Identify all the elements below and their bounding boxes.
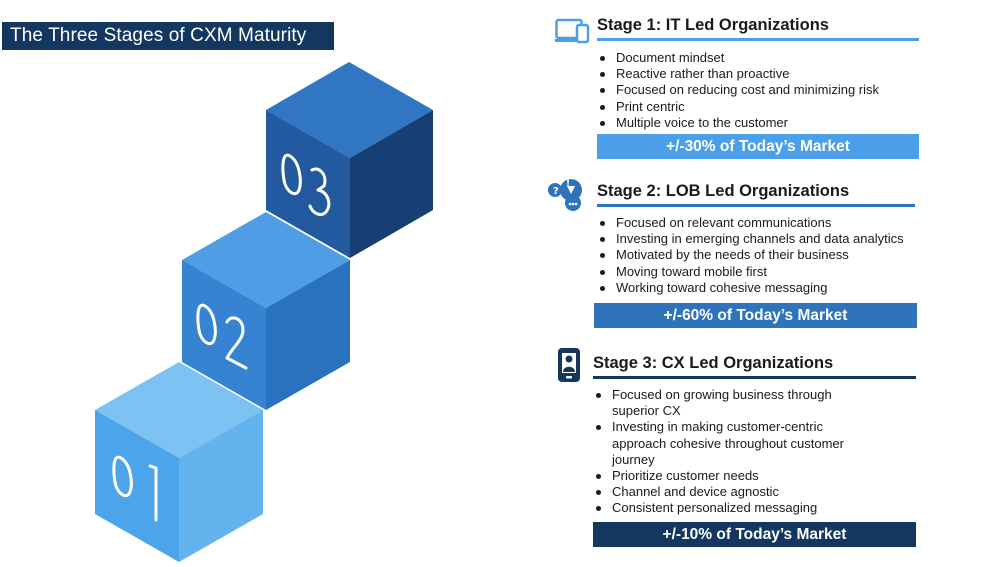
social-chat-icon: ? ! (548, 179, 582, 211)
stage-3-market-share: +/-10% of Today’s Market (593, 522, 916, 547)
cube-01-side (179, 410, 263, 562)
cube-staircase (95, 62, 433, 562)
cube-02-label (196, 303, 248, 370)
stage-1-rule (597, 38, 919, 41)
stage-1-title: Stage 1: IT Led Organizations (597, 16, 829, 34)
list-item: Moving toward mobile first (597, 264, 927, 280)
list-item: Consistent personalized messaging (593, 500, 863, 516)
mobile-user-icon (558, 348, 580, 382)
list-item: Multiple voice to the customer (597, 115, 917, 131)
svg-text:!: ! (566, 179, 570, 189)
list-item: Channel and device agnostic (593, 484, 863, 500)
stage-3-rule (593, 376, 916, 379)
cube-01-front (95, 410, 179, 562)
list-item: Focused on relevant communications (597, 215, 927, 231)
stage-2-rule (597, 204, 915, 207)
devices-icon (555, 18, 590, 44)
list-item: Prioritize customer needs (593, 468, 863, 484)
list-item: Print centric (597, 99, 917, 115)
list-item: Motivated by the needs of their business (597, 247, 927, 263)
cube-03-front (266, 110, 350, 258)
stage-3-bullets: Focused on growing business through supe… (593, 387, 863, 517)
list-item: Document mindset (597, 50, 917, 66)
cube-03-label (281, 153, 331, 216)
list-item: Focused on reducing cost and minimizing … (597, 82, 917, 98)
stage-2: ? ! Stage 2: LOB Led Organizations Focus… (543, 174, 933, 334)
stage-1-market-share: +/-30% of Today’s Market (597, 134, 919, 159)
cube-03 (266, 62, 433, 258)
stage-3: Stage 3: CX Led Organizations Focused on… (556, 346, 936, 556)
stage-2-title: Stage 2: LOB Led Organizations (597, 182, 850, 200)
stage-2-bullets: Focused on relevant communications Inves… (597, 215, 927, 296)
stage-1: Stage 1: IT Led Organizations Document m… (555, 14, 935, 164)
cube-01-label (112, 455, 158, 522)
cube-01 (95, 362, 263, 562)
stage-1-bullets: Document mindset Reactive rather than pr… (597, 50, 917, 131)
cube-03-side (350, 110, 433, 258)
cube-02-side (266, 260, 350, 410)
stage-2-market-share: +/-60% of Today’s Market (594, 303, 917, 328)
list-item: Investing in emerging channels and data … (597, 231, 927, 247)
svg-text:?: ? (553, 186, 559, 197)
list-item: Focused on growing business through supe… (593, 387, 863, 419)
list-item: Reactive rather than proactive (597, 66, 917, 82)
stage-3-title: Stage 3: CX Led Organizations (593, 354, 834, 372)
cube-03-top (266, 62, 433, 158)
list-item: Working toward cohesive messaging (597, 280, 927, 296)
cube-02 (182, 212, 350, 410)
list-item: Investing in making customer-centric app… (593, 419, 863, 468)
page-title: The Three Stages of CXM Maturity (2, 22, 334, 50)
cube-02-front (182, 260, 266, 410)
